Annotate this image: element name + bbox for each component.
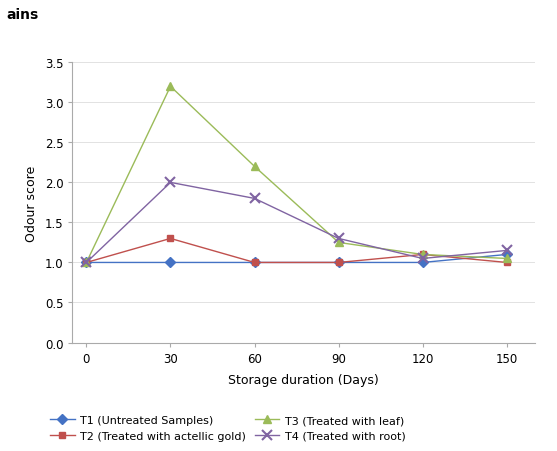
Text: ains: ains <box>7 9 39 23</box>
Legend: T1 (Untreated Samples), T2 (Treated with actellic gold), T3 (Treated with leaf),: T1 (Untreated Samples), T2 (Treated with… <box>50 415 405 441</box>
X-axis label: Storage duration (Days): Storage duration (Days) <box>228 373 379 386</box>
Y-axis label: Odour score: Odour score <box>25 165 38 241</box>
